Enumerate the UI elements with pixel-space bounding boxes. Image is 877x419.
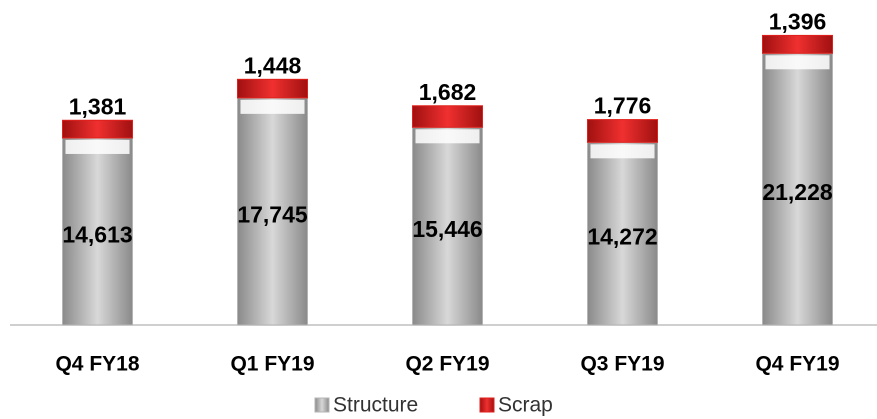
data-label: 1,448 xyxy=(244,52,302,78)
bar-highlight xyxy=(415,129,480,144)
bar-segment xyxy=(237,97,308,326)
bar-segment xyxy=(412,105,483,128)
x-tick-label: Q3 FY19 xyxy=(580,353,664,376)
bar-segment xyxy=(587,141,658,326)
data-label: 14,613 xyxy=(62,222,132,248)
bar-segment xyxy=(237,78,308,99)
bar-segment xyxy=(762,52,833,326)
bar-highlight xyxy=(240,99,305,114)
bar-highlight xyxy=(765,55,830,70)
data-label: 1,396 xyxy=(769,8,827,34)
legend-label: Scrap xyxy=(498,394,553,417)
bar-highlight xyxy=(590,144,655,159)
bar-segment xyxy=(62,137,133,326)
data-label: 1,381 xyxy=(69,93,127,119)
bar-segment xyxy=(62,119,133,139)
x-tick-label: Q2 FY19 xyxy=(405,353,489,376)
bar-segment xyxy=(762,34,833,54)
legend-label: Structure xyxy=(333,394,418,417)
data-label: 15,446 xyxy=(412,216,482,242)
data-label: 1,776 xyxy=(594,93,652,119)
legend-swatch xyxy=(314,397,330,413)
bar-segment xyxy=(587,119,658,143)
x-tick-label: Q4 FY19 xyxy=(755,353,839,376)
data-label: 17,745 xyxy=(237,202,308,228)
x-tick-label: Q4 FY18 xyxy=(55,353,139,376)
legend-swatch xyxy=(479,397,495,413)
x-tick-label: Q1 FY19 xyxy=(230,353,314,376)
data-label: 1,682 xyxy=(419,79,477,105)
data-label: 14,272 xyxy=(587,224,657,250)
data-label: 21,228 xyxy=(762,179,833,205)
bar-highlight xyxy=(65,139,130,154)
